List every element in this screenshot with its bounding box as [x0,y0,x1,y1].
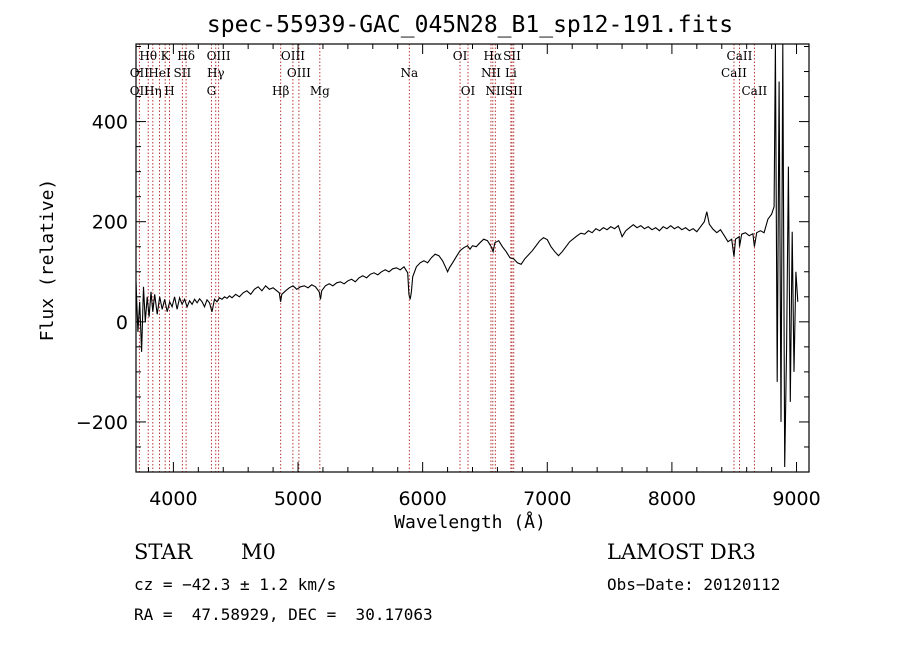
spectral-line-label: OII [130,66,150,80]
spectral-line-label: OI [461,84,476,98]
y-tick-label: 200 [92,212,128,234]
y-tick-label: 400 [92,112,128,134]
spectral-line-label: Hδ [177,49,195,63]
spectral-line-label: Hβ [272,84,289,98]
spectral-line-label: OI [453,49,468,63]
x-tick-label: 6000 [398,488,446,510]
spectral-line-label: SII [505,84,523,98]
spectrum-line [135,43,799,468]
survey-name: LAMOST DR3 [607,540,756,564]
x-axis-label: Wavelength (Å) [394,511,546,533]
spectral-line-label: Hθ [139,49,157,63]
spectral-line-label: Hα [484,49,503,63]
plot-frame [135,43,810,473]
axis-ticks: 4000 5000 6000 7000 8000 9000 −200 0 200 400 [76,44,821,510]
spectral-line-label: Mg [310,84,330,98]
x-tick-label: 5000 [274,488,322,510]
x-tick-label: 8000 [648,488,696,510]
spectral-line-label: CaII [727,49,753,63]
spectral-line-label: OIII [281,49,305,63]
spectral-line-markers [138,44,755,472]
spectral-line-label: OII [130,84,150,98]
redshift-cz: cz = −42.3 ± 1.2 km/s [134,575,337,594]
spectral-line-label: NII [481,66,501,80]
chart-title: spec-55939-GAC_045N28_B1_sp12-191.fits [207,12,733,38]
spectral-line-label: H [164,84,174,98]
spectral-line-label: OIII [207,49,231,63]
spectral-line-label: CaII [741,84,767,98]
spectral-line-label: G [207,84,217,98]
spectral-line-label: SII [503,49,521,63]
x-tick-label: 9000 [772,488,820,510]
spectral-line-label: SII [174,66,192,80]
object-subclass: M0 [241,540,276,564]
x-tick-label: 7000 [523,488,571,510]
spectral-line-label: Li [505,66,517,80]
spectral-line-label: Hη [144,84,162,98]
spectral-line-label: CaII [721,66,747,80]
spectral-line-label: K [161,49,171,63]
spectral-line-label: NII [485,84,505,98]
object-class: STAR [134,540,193,564]
coordinates: RA = 47.58929, DEC = 30.17063 [134,605,433,624]
y-axis-label: Flux (relative) [37,179,58,342]
x-tick-label: 4000 [149,488,197,510]
obs-date: Obs−Date: 20120112 [607,575,781,594]
spectral-line-label: Na [400,66,418,80]
spectral-line-label: OIII [287,66,311,80]
spectral-line-label: Hγ [207,66,225,80]
spectral-line-label: HeI [148,66,171,80]
y-tick-label: 0 [116,312,128,334]
y-tick-label: −200 [76,412,128,434]
